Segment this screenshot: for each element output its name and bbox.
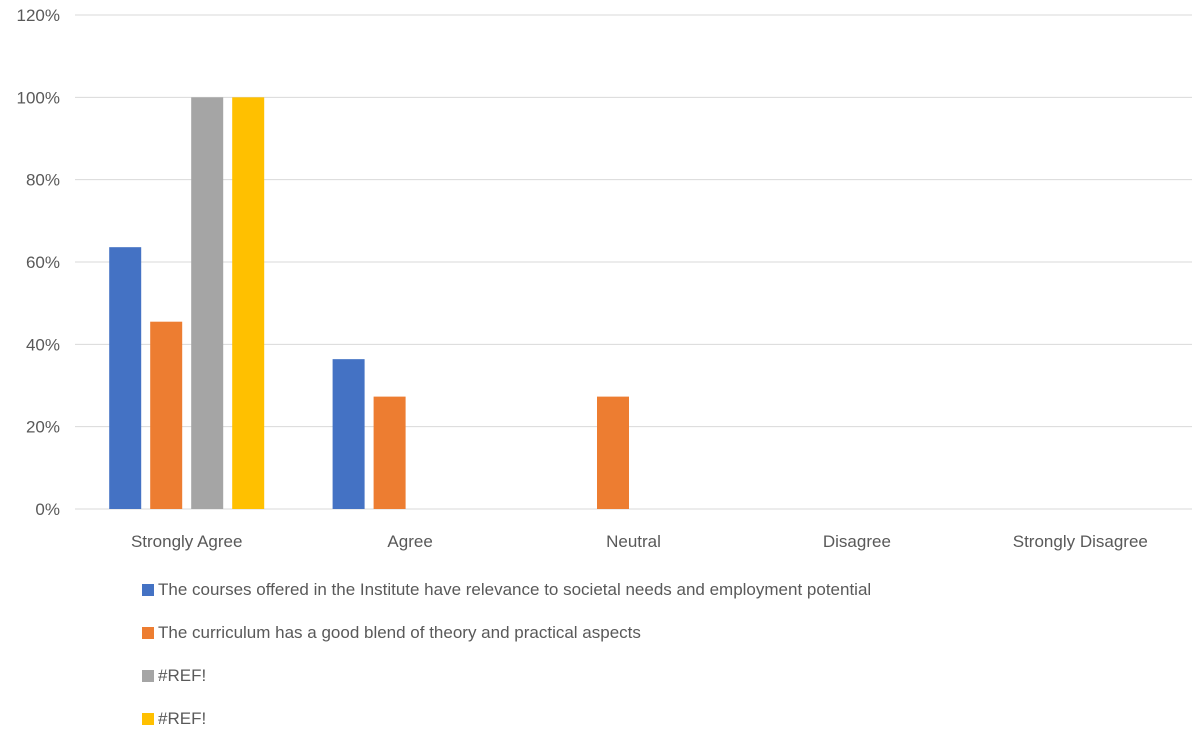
bar-1-strongly-agree: [109, 247, 142, 509]
bar-2-neutral: [597, 396, 629, 509]
y-tick-label: 40%: [26, 335, 60, 354]
x-tick-label: Strongly Agree: [131, 532, 243, 551]
y-tick-label: 80%: [26, 171, 60, 190]
legend-label: #REF!: [158, 709, 207, 728]
bar-1-agree: [332, 359, 365, 509]
legend-label: The courses offered in the Institute hav…: [158, 580, 872, 599]
bar-2-agree: [373, 396, 406, 509]
legend-label: #REF!: [158, 666, 207, 685]
bar-chart: 0% 20% 40% 60% 80% 100% 120% Strongly Agree Agr…: [17, 6, 1192, 551]
y-tick-label: 20%: [26, 418, 60, 437]
legend: The courses offered in the Institute hav…: [142, 580, 871, 752]
x-axis-tick-labels: Strongly Agree Agree Neutral Disagree Strong…: [131, 532, 1148, 551]
legend-swatch-series-1: [142, 584, 154, 596]
bar-2-strongly-agree: [150, 321, 183, 509]
legend-item: The courses offered in the Institute hav…: [142, 580, 871, 600]
legend-swatch-series-2: [142, 627, 154, 639]
y-axis-tick-labels: 0% 20% 40% 60% 80% 100% 120%: [17, 6, 60, 519]
bar-3-strongly-agree: [191, 97, 224, 509]
legend-item: The curriculum has a good blend of theor…: [142, 623, 871, 643]
y-tick-label: 100%: [17, 88, 60, 107]
x-tick-label: Strongly Disagree: [1013, 532, 1148, 551]
x-tick-label: Neutral: [606, 532, 661, 551]
legend-item: #REF!: [142, 709, 871, 729]
legend-item: #REF!: [142, 666, 871, 686]
x-tick-label: Disagree: [823, 532, 891, 551]
y-tick-label: 60%: [26, 253, 60, 272]
legend-swatch-series-3: [142, 670, 154, 682]
y-tick-label: 120%: [17, 6, 60, 25]
x-tick-label: Agree: [387, 532, 432, 551]
bars: [109, 97, 629, 509]
y-tick-label: 0%: [35, 500, 60, 519]
legend-swatch-series-4: [142, 713, 154, 725]
legend-label: The curriculum has a good blend of theor…: [158, 623, 641, 642]
bar-4-strongly-agree: [232, 97, 265, 509]
